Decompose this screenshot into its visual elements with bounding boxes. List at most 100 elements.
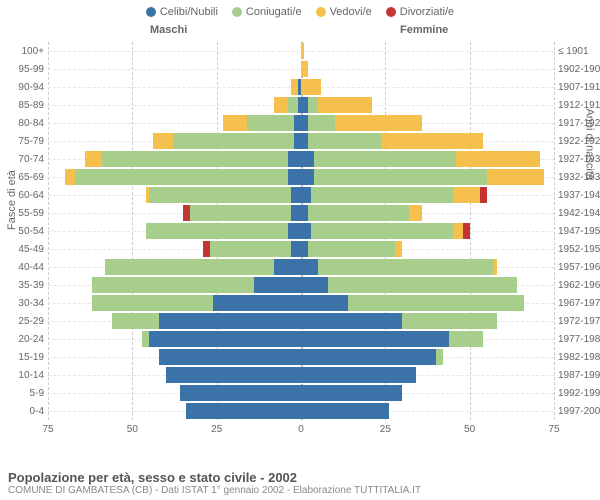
- age-label: 50-54: [6, 226, 44, 237]
- age-row: 30-341967-1971: [48, 294, 554, 312]
- bar-segment: [308, 133, 382, 149]
- bar-segment: [210, 241, 291, 257]
- age-row: 85-891912-1916: [48, 96, 554, 114]
- birth-year-label: 1992-1996: [558, 388, 600, 399]
- age-row: 60-641937-1941: [48, 186, 554, 204]
- bar-track: [48, 187, 554, 203]
- bar-segment: [301, 313, 402, 329]
- age-label: 0-4: [6, 406, 44, 417]
- chart-subtitle: COMUNE DI GAMBATESA (CB) - Dati ISTAT 1°…: [8, 485, 421, 496]
- bar-segment: [75, 169, 288, 185]
- birth-year-label: 1932-1936: [558, 172, 600, 183]
- bar-track: [48, 97, 554, 113]
- bar-segment: [301, 385, 402, 401]
- birth-year-label: 1952-1956: [558, 244, 600, 255]
- age-label: 45-49: [6, 244, 44, 255]
- bar-track: [48, 259, 554, 275]
- bar-male: [85, 151, 301, 167]
- bar-segment: [105, 259, 274, 275]
- bar-female: [301, 313, 497, 329]
- birth-year-label: 1957-1961: [558, 262, 600, 273]
- bar-female: [301, 241, 402, 257]
- bar-female: [301, 79, 321, 95]
- bar-segment: [409, 205, 422, 221]
- bar-segment: [65, 169, 75, 185]
- legend-item: Divorziati/e: [386, 6, 454, 18]
- birth-year-label: 1977-1981: [558, 334, 600, 345]
- birth-year-label: 1922-1926: [558, 136, 600, 147]
- bar-segment: [142, 331, 149, 347]
- bar-female: [301, 43, 304, 59]
- bar-segment: [294, 115, 301, 131]
- bar-segment: [301, 367, 416, 383]
- bar-segment: [311, 223, 453, 239]
- legend: Celibi/NubiliConiugati/eVedovi/eDivorzia…: [0, 0, 600, 18]
- bar-segment: [294, 133, 301, 149]
- x-tick: 0: [298, 424, 304, 435]
- bar-segment: [493, 259, 496, 275]
- bar-female: [301, 403, 389, 419]
- bar-female: [301, 223, 470, 239]
- x-tick: 25: [211, 424, 222, 435]
- bar-segment: [190, 205, 291, 221]
- age-row: 65-691932-1936: [48, 168, 554, 186]
- bar-segment: [335, 115, 423, 131]
- age-label: 75-79: [6, 136, 44, 147]
- legend-swatch: [146, 7, 156, 17]
- age-label: 15-19: [6, 352, 44, 363]
- bar-segment: [311, 187, 453, 203]
- chart-title: Popolazione per età, sesso e stato civil…: [8, 470, 421, 485]
- age-label: 40-44: [6, 262, 44, 273]
- birth-year-label: ≤ 1901: [558, 46, 600, 57]
- bar-male: [186, 403, 301, 419]
- bar-segment: [301, 115, 308, 131]
- bar-male: [274, 97, 301, 113]
- bar-segment: [288, 223, 301, 239]
- bar-male: [112, 313, 301, 329]
- bar-segment: [301, 223, 311, 239]
- bar-segment: [146, 223, 288, 239]
- chart-area: 100+≤ 190195-991902-190690-941907-191185…: [48, 42, 554, 442]
- age-row: 15-191982-1986: [48, 348, 554, 366]
- bar-segment: [288, 169, 301, 185]
- bar-track: [48, 241, 554, 257]
- age-label: 95-99: [6, 64, 44, 75]
- bar-male: [65, 169, 301, 185]
- bar-segment: [382, 133, 483, 149]
- bar-male: [105, 259, 301, 275]
- birth-year-label: 1947-1951: [558, 226, 600, 237]
- bar-segment: [301, 205, 308, 221]
- bar-male: [166, 367, 301, 383]
- bar-segment: [314, 151, 456, 167]
- bar-track: [48, 367, 554, 383]
- age-label: 65-69: [6, 172, 44, 183]
- bar-segment: [112, 313, 159, 329]
- bar-segment: [274, 259, 301, 275]
- bar-segment: [301, 349, 436, 365]
- bar-segment: [159, 313, 301, 329]
- bar-male: [146, 223, 301, 239]
- age-label: 55-59: [6, 208, 44, 219]
- bar-segment: [436, 349, 443, 365]
- x-tick: 25: [380, 424, 391, 435]
- bar-track: [48, 277, 554, 293]
- age-row: 50-541947-1951: [48, 222, 554, 240]
- bar-segment: [301, 79, 321, 95]
- age-row: 45-491952-1956: [48, 240, 554, 258]
- x-tick: 75: [548, 424, 559, 435]
- age-label: 100+: [6, 46, 44, 57]
- legend-label: Vedovi/e: [330, 6, 372, 18]
- bar-male: [203, 241, 301, 257]
- bar-segment: [301, 331, 449, 347]
- age-label: 30-34: [6, 298, 44, 309]
- bar-segment: [456, 151, 540, 167]
- legend-swatch: [232, 7, 242, 17]
- bar-segment: [291, 79, 298, 95]
- bar-segment: [395, 241, 402, 257]
- bar-male: [153, 133, 301, 149]
- bar-segment: [453, 223, 463, 239]
- legend-label: Divorziati/e: [400, 6, 454, 18]
- bar-track: [48, 61, 554, 77]
- bar-segment: [449, 331, 483, 347]
- header-female: Femmine: [400, 24, 448, 36]
